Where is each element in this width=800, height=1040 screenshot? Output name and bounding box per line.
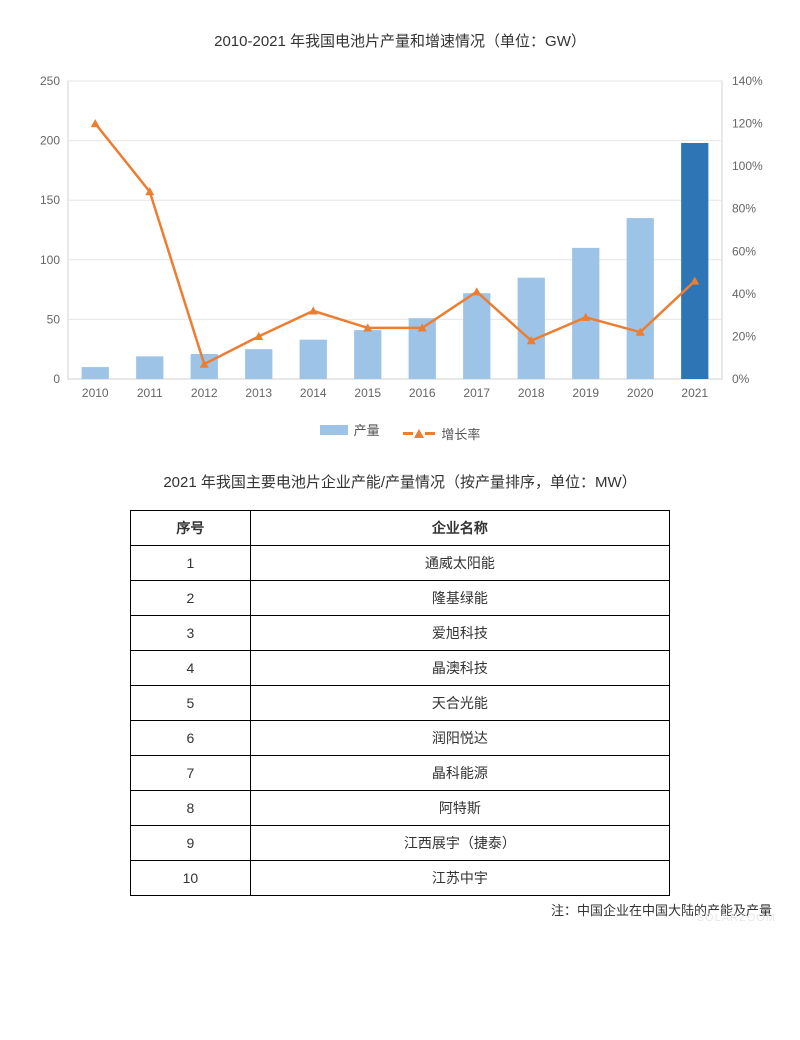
svg-text:40%: 40% [732,287,756,301]
table-row: 5天合光能 [131,685,670,720]
table-cell: 江苏中宇 [250,860,669,895]
table-cell: 5 [131,685,251,720]
svg-text:50: 50 [47,312,61,326]
table-row: 3爱旭科技 [131,615,670,650]
table-row: 7晶科能源 [131,755,670,790]
table-cell: 10 [131,860,251,895]
chart-title: 2010-2021 年我国电池片产量和增速情况（单位：GW） [20,30,780,51]
legend-label-line: 增长率 [441,424,480,443]
table-cell: 天合光能 [250,685,669,720]
combo-chart: 0 50 100 150 200 250 0% 20% 40% 60% 80% 100% 120% 140… [20,69,780,409]
table-cell: 阿特斯 [250,790,669,825]
svg-text:0: 0 [53,372,60,386]
legend-swatch-line [403,429,435,438]
table-header-cell: 序号 [131,510,251,545]
svg-text:2010: 2010 [82,386,109,400]
svg-text:100%: 100% [732,159,763,173]
svg-text:2015: 2015 [354,386,381,400]
svg-text:140%: 140% [732,74,763,88]
svg-text:2011: 2011 [137,386,163,400]
table-cell: 爱旭科技 [250,615,669,650]
table-row: 9江西展宇（捷泰） [131,825,670,860]
svg-text:250: 250 [40,74,60,88]
table-cell: 隆基绿能 [250,580,669,615]
table-cell: 润阳悦达 [250,720,669,755]
svg-text:80%: 80% [732,202,756,216]
svg-text:2017: 2017 [463,386,490,400]
table-row: 2隆基绿能 [131,580,670,615]
svg-text:2012: 2012 [191,386,218,400]
table-row: 8阿特斯 [131,790,670,825]
chart-legend: 产量 增长率 [20,420,780,443]
svg-text:2020: 2020 [627,386,654,400]
table-cell: 江西展宇（捷泰） [250,825,669,860]
svg-text:2013: 2013 [245,386,272,400]
watermark: SOLARZOOM [697,912,776,924]
svg-text:200: 200 [40,134,60,148]
table-cell: 6 [131,720,251,755]
table-cell: 晶澳科技 [250,650,669,685]
svg-text:2018: 2018 [518,386,545,400]
table-row: 6润阳悦达 [131,720,670,755]
table-cell: 2 [131,580,251,615]
table-row: 1通威太阳能 [131,545,670,580]
table-body: 1通威太阳能2隆基绿能3爱旭科技4晶澳科技5天合光能6润阳悦达7晶科能源8阿特斯… [131,545,670,895]
table-cell: 晶科能源 [250,755,669,790]
svg-text:2016: 2016 [409,386,436,400]
svg-text:0%: 0% [732,372,750,386]
svg-text:60%: 60% [732,244,756,258]
svg-text:2019: 2019 [572,386,599,400]
table-row: 10江苏中宇 [131,860,670,895]
svg-text:20%: 20% [732,329,756,343]
table-header-row: 序号企业名称 [131,510,670,545]
chart-container: 0 50 100 150 200 250 0% 20% 40% 60% 80% 100% 120% 140… [20,69,780,414]
table-cell: 8 [131,790,251,825]
table-cell: 1 [131,545,251,580]
company-table: 序号企业名称 1通威太阳能2隆基绿能3爱旭科技4晶澳科技5天合光能6润阳悦达7晶… [130,510,670,896]
table-row: 4晶澳科技 [131,650,670,685]
table-cell: 通威太阳能 [250,545,669,580]
table-header-cell: 企业名称 [250,510,669,545]
table-cell: 4 [131,650,251,685]
svg-text:2021: 2021 [681,386,708,400]
legend-item-bar: 产量 [320,420,380,439]
table-cell: 9 [131,825,251,860]
table-cell: 7 [131,755,251,790]
legend-item-line: 增长率 [403,424,480,443]
table-title: 2021 年我国主要电池片企业产能/产量情况（按产量排序，单位：MW） [20,471,780,492]
svg-text:120%: 120% [732,117,763,131]
legend-swatch-bar [320,425,348,435]
svg-text:100: 100 [40,253,60,267]
legend-label-bar: 产量 [354,420,380,439]
svg-text:150: 150 [40,193,60,207]
footnote: 注：中国企业在中国大陆的产能及产量 [20,900,780,919]
svg-text:2014: 2014 [300,386,327,400]
table-cell: 3 [131,615,251,650]
